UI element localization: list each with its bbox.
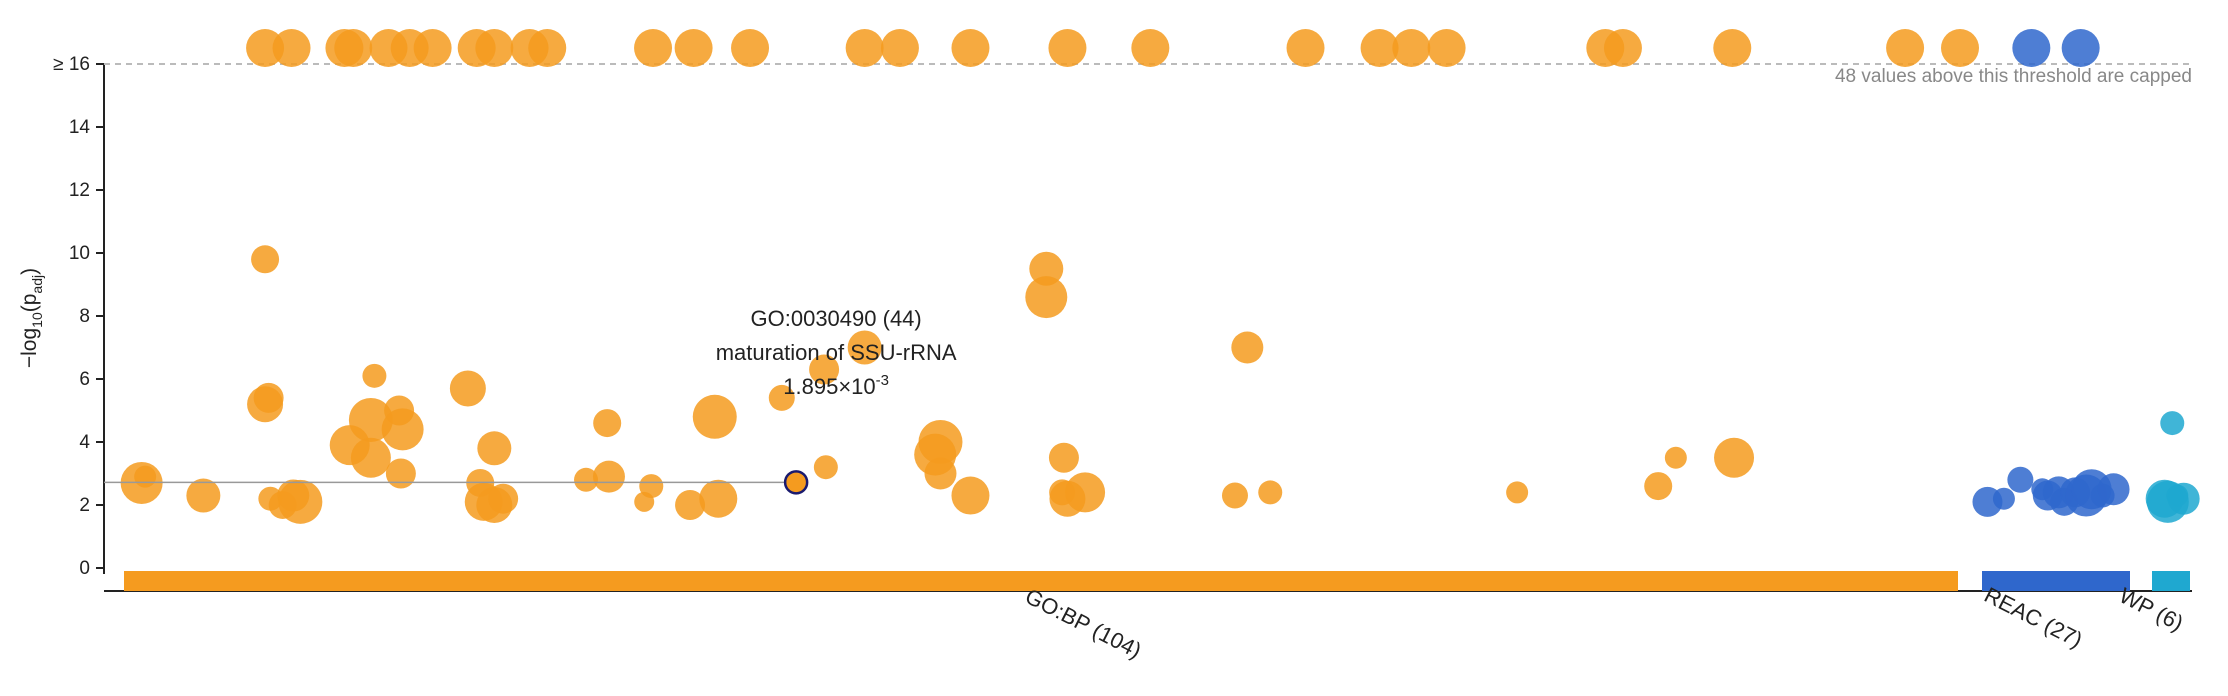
data-point[interactable]	[1941, 29, 1979, 67]
tooltip-p-value: 1.895×10-3	[783, 372, 889, 399]
data-point[interactable]	[246, 29, 285, 67]
data-point[interactable]	[1392, 29, 1431, 67]
data-point[interactable]	[272, 29, 311, 67]
data-point[interactable]	[186, 478, 221, 513]
data-point[interactable]	[692, 394, 737, 439]
data-point[interactable]	[1065, 472, 1106, 513]
y-tick-label: 4	[79, 432, 90, 453]
data-point[interactable]	[1048, 29, 1087, 67]
data-point[interactable]	[488, 483, 519, 514]
points	[120, 29, 2200, 524]
data-point[interactable]	[381, 408, 424, 451]
y-tick-label: ≥ 16	[53, 54, 90, 75]
data-point[interactable]	[385, 458, 416, 489]
data-point[interactable]	[1886, 29, 1925, 67]
y-tick-label: 6	[79, 369, 90, 390]
data-point[interactable]	[639, 474, 664, 499]
y-tick-label: 8	[79, 306, 90, 327]
data-point[interactable]	[593, 409, 622, 438]
source-bar[interactable]	[2152, 571, 2190, 591]
data-point[interactable]	[1231, 331, 1264, 364]
tooltip: GO:0030490 (44) maturation of SSU-rRNA 1.8…	[104, 306, 957, 495]
cap-note: 48 values above this threshold are cappe…	[1835, 66, 2192, 87]
data-point[interactable]	[1360, 29, 1399, 67]
data-point[interactable]	[1029, 251, 1064, 286]
source-label: GO:BP (104)	[1021, 583, 1145, 663]
data-point[interactable]	[1714, 437, 1755, 478]
data-point[interactable]	[845, 29, 884, 67]
cap-threshold: 48 values above this threshold are cappe…	[104, 63, 2192, 87]
y-tick-label: 2	[79, 495, 90, 516]
source-bars	[124, 571, 2190, 591]
y-tick-label: 0	[79, 558, 90, 579]
data-point[interactable]	[1644, 472, 1673, 501]
data-point[interactable]	[2007, 466, 2034, 493]
data-point[interactable]	[278, 479, 323, 524]
data-point[interactable]	[1427, 29, 1466, 67]
y-tick-label: 14	[69, 117, 91, 138]
data-point[interactable]	[574, 467, 599, 492]
source-label: REAC (27)	[1980, 582, 2086, 653]
data-point[interactable]	[528, 29, 567, 67]
y-axis: 0 2 4 6 8 10 12 14 ≥ 16 −log10(padj)	[18, 54, 2192, 592]
data-point[interactable]	[1131, 29, 1170, 67]
data-point[interactable]	[1992, 487, 2015, 510]
data-point[interactable]	[134, 465, 157, 488]
data-point[interactable]	[2167, 482, 2200, 515]
data-point[interactable]	[768, 384, 795, 411]
data-point[interactable]	[880, 29, 919, 67]
tooltip-term-id: GO:0030490 (44)	[751, 306, 922, 331]
data-point[interactable]	[951, 29, 990, 67]
highlighted-point[interactable]	[783, 470, 809, 495]
data-point[interactable]	[247, 386, 284, 423]
data-point[interactable]	[1221, 482, 1248, 509]
data-point[interactable]	[634, 29, 673, 67]
data-point[interactable]	[847, 330, 882, 365]
y-tick-label: 10	[69, 243, 90, 264]
data-point[interactable]	[924, 457, 957, 490]
data-point[interactable]	[1258, 480, 1283, 505]
data-point[interactable]	[2160, 411, 2185, 436]
data-point[interactable]	[1025, 276, 1068, 319]
data-point[interactable]	[699, 479, 738, 518]
data-point[interactable]	[449, 370, 486, 407]
data-point[interactable]	[951, 476, 990, 515]
data-point[interactable]	[809, 354, 840, 385]
y-axis-title: −log10(padj)	[18, 268, 45, 368]
data-point[interactable]	[592, 460, 625, 493]
data-point[interactable]	[475, 29, 514, 67]
data-point[interactable]	[675, 490, 706, 520]
data-point[interactable]	[674, 29, 713, 67]
data-point[interactable]	[1713, 29, 1752, 67]
data-point[interactable]	[334, 29, 373, 67]
data-point[interactable]	[350, 437, 391, 478]
source-bar[interactable]	[124, 571, 1958, 591]
y-tick-label: 12	[69, 180, 90, 201]
tooltip-term-name: maturation of SSU-rRNA	[716, 340, 957, 365]
data-point[interactable]	[1048, 442, 1079, 473]
data-point[interactable]	[1664, 446, 1687, 469]
data-point[interactable]	[813, 455, 838, 480]
data-point[interactable]	[362, 363, 387, 388]
data-point[interactable]	[251, 245, 280, 274]
data-point[interactable]	[413, 29, 452, 67]
data-point[interactable]	[2061, 29, 2100, 67]
data-point[interactable]	[1506, 481, 1529, 504]
data-point[interactable]	[1603, 29, 1642, 67]
source-bar[interactable]	[1982, 571, 2130, 591]
data-point[interactable]	[731, 29, 770, 67]
data-point[interactable]	[2097, 473, 2130, 506]
data-point[interactable]	[1286, 29, 1325, 67]
data-point[interactable]	[477, 431, 512, 466]
source-labels: GO:BP (104) REAC (27) WP (6)	[1021, 582, 2187, 663]
data-point[interactable]	[2012, 29, 2051, 67]
